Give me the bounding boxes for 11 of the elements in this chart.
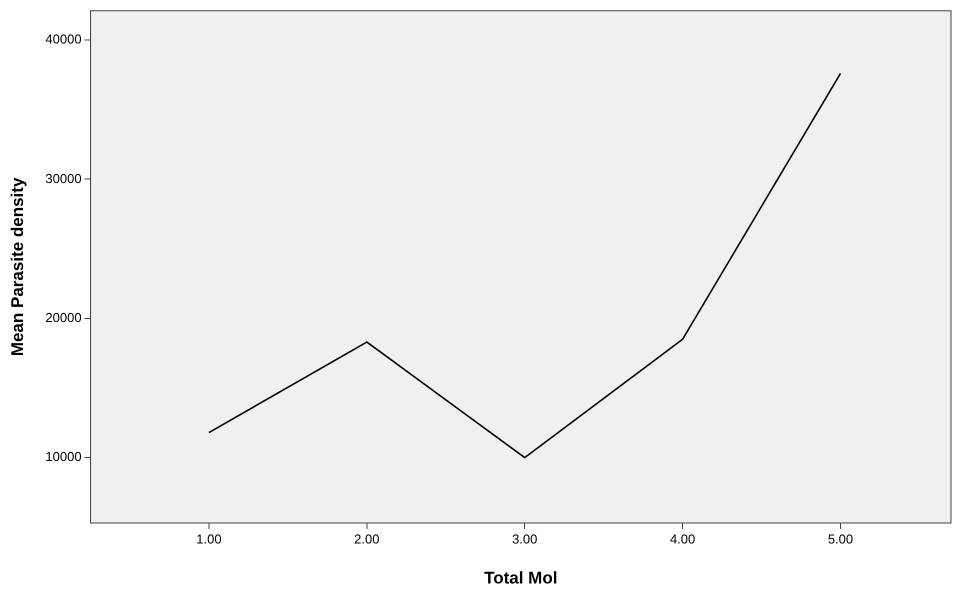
x-tick-label: 1.00 — [196, 531, 222, 546]
x-tick-label: 4.00 — [670, 531, 696, 546]
x-axis-title: Total Mol — [484, 568, 558, 588]
y-tick-label: 10000 — [45, 449, 82, 464]
y-axis-title: Mean Parasite density — [8, 177, 27, 356]
x-tick-label: 3.00 — [512, 531, 538, 546]
y-tick-label: 40000 — [45, 32, 82, 47]
y-tick-label: 20000 — [45, 310, 82, 325]
y-tick-label: 30000 — [45, 170, 82, 186]
x-tick-label: 5.00 — [828, 531, 854, 546]
x-tick-label: 2.00 — [354, 531, 380, 546]
